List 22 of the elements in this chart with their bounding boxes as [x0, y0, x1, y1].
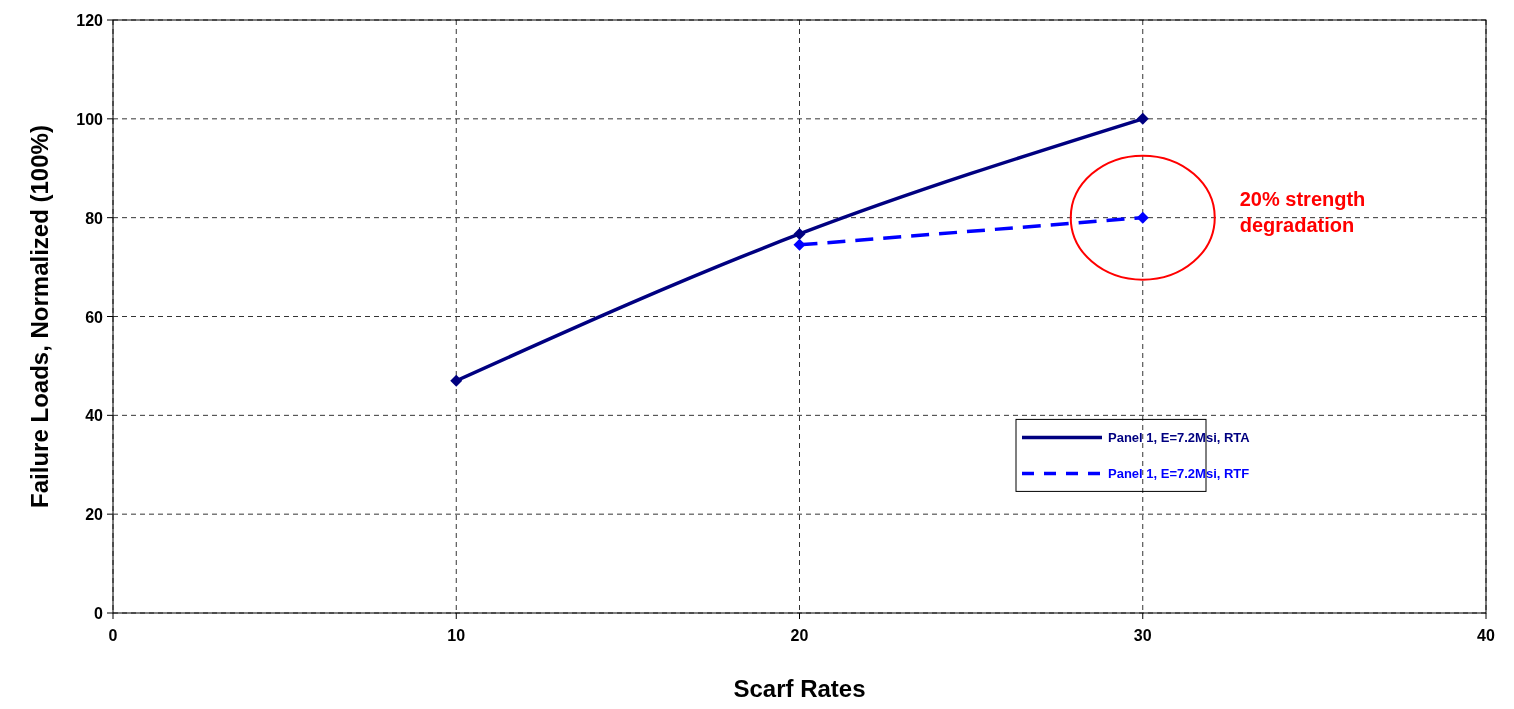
y-axis-title: Failure Loads, Normalized (100%) — [26, 125, 53, 508]
text: Panel 1, E=7.2Msi, RTA — [1108, 430, 1251, 446]
point — [793, 238, 806, 251]
x-tick-label: 30 — [1133, 627, 1152, 644]
point — [1136, 112, 1149, 125]
x-tick-label: 10 — [447, 627, 466, 644]
y-tick-label: 120 — [76, 12, 104, 29]
point — [1136, 211, 1149, 224]
y-tick-label: 40 — [85, 407, 104, 425]
y-tick-label: 0 — [94, 605, 104, 622]
x-tick-label: 20 — [790, 627, 809, 644]
x-tick-label: 40 — [1477, 627, 1495, 644]
y-tick-label: 60 — [85, 308, 104, 326]
annotation: 20% strength degradation — [1239, 187, 1366, 236]
x-axis-title: Scarf Rates — [733, 675, 866, 702]
y-tick-label: 20 — [85, 506, 104, 524]
point — [793, 227, 806, 240]
text: Panel 1, E=7.2Msi, RTF — [1108, 466, 1250, 482]
x-tick-label: 0 — [108, 627, 118, 644]
y-tick-label: 80 — [85, 209, 104, 227]
y-tick-label: 100 — [76, 110, 104, 128]
point — [450, 374, 463, 387]
